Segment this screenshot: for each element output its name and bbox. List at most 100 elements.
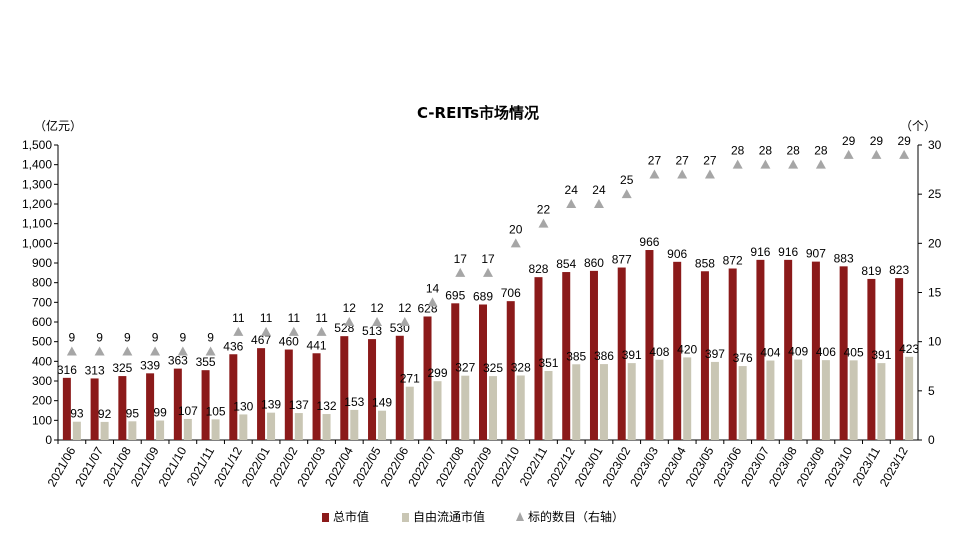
data-label-total: 441 [307, 338, 327, 352]
left-tick-label: 1,000 [22, 236, 52, 250]
right-tick-label: 20 [928, 236, 942, 250]
data-label-total: 436 [223, 339, 243, 353]
left-tick-label: 900 [32, 256, 52, 270]
bar-free-float [794, 359, 803, 440]
right-tick-label: 0 [928, 433, 935, 447]
data-label-count: 12 [343, 301, 357, 315]
count-marker [510, 238, 521, 248]
data-label-free-float: 391 [871, 348, 891, 362]
data-label-total: 828 [528, 262, 548, 276]
right-axis-unit: （个） [900, 119, 936, 133]
bar-free-float [710, 361, 719, 440]
left-tick-label: 1,200 [22, 197, 52, 211]
bar-total [839, 266, 848, 440]
right-tick-label: 30 [928, 138, 942, 152]
bar-total [229, 354, 238, 440]
bar-total [368, 339, 377, 440]
data-label-count: 29 [870, 134, 884, 148]
count-marker [649, 169, 660, 179]
data-label-total: 916 [750, 245, 770, 259]
data-label-total: 706 [501, 286, 521, 300]
bar-free-float [322, 414, 331, 440]
bar-total [534, 277, 543, 440]
count-marker [704, 169, 715, 179]
bar-total [62, 377, 71, 440]
data-label-free-float: 105 [206, 404, 226, 418]
count-marker [621, 189, 632, 199]
data-label-total: 907 [806, 247, 826, 261]
data-label-total: 916 [778, 245, 798, 259]
bar-free-float [267, 412, 276, 440]
bar-free-float [156, 420, 165, 440]
bar-total [811, 261, 820, 440]
count-marker [483, 267, 493, 277]
data-label-total: 858 [695, 256, 715, 270]
bar-free-float [461, 375, 470, 440]
bar-free-float [183, 418, 192, 440]
count-marker [593, 199, 604, 208]
bar-total [506, 301, 515, 440]
data-label-free-float: 130 [233, 399, 253, 413]
data-label-free-float: 149 [372, 396, 392, 410]
data-label-total: 316 [57, 363, 77, 377]
data-label-free-float: 391 [622, 348, 642, 362]
bar-free-float [544, 370, 553, 440]
data-label-total: 819 [861, 264, 881, 278]
left-tick-label: 1,400 [22, 158, 52, 172]
data-label-count: 28 [786, 144, 800, 158]
count-marker [427, 297, 438, 307]
data-label-free-float: 404 [760, 346, 780, 360]
data-label-free-float: 271 [400, 372, 420, 386]
data-label-total: 860 [584, 256, 604, 270]
bar-total [867, 278, 876, 440]
data-label-total: 513 [362, 324, 382, 338]
data-label-free-float: 132 [317, 399, 337, 413]
legend-swatch-count [516, 512, 524, 521]
bar-total [395, 335, 404, 440]
left-tick-label: 500 [32, 335, 52, 349]
count-marker [788, 159, 799, 169]
data-label-total: 966 [639, 235, 659, 249]
data-label-count: 9 [207, 331, 214, 345]
bar-total [756, 259, 765, 440]
left-tick-label: 700 [32, 295, 52, 309]
data-label-free-float: 139 [261, 398, 281, 412]
count-marker [233, 326, 244, 336]
data-label-count: 29 [842, 134, 856, 148]
bar-free-float [655, 359, 664, 440]
data-label-total: 363 [168, 354, 188, 368]
bar-total [284, 349, 293, 440]
left-axis-unit: （亿元） [34, 118, 82, 133]
data-label-total: 872 [723, 254, 743, 268]
legend-label-total: 总市值 [333, 509, 369, 524]
data-label-count: 27 [648, 154, 662, 168]
right-tick-label: 25 [928, 187, 942, 201]
bar-total [479, 304, 487, 440]
left-tick-label: 1,300 [22, 177, 52, 191]
left-tick-label: 1,500 [22, 138, 52, 152]
left-tick-label: 600 [32, 315, 52, 329]
data-label-free-float: 92 [98, 407, 112, 421]
right-tick-label: 10 [928, 335, 942, 349]
data-label-free-float: 408 [649, 345, 669, 359]
bar-free-float [405, 386, 414, 440]
bar-free-float [72, 421, 81, 440]
data-label-free-float: 385 [566, 349, 586, 363]
bar-total [90, 378, 99, 440]
data-label-count: 28 [814, 144, 828, 158]
bar-free-float [516, 375, 525, 440]
bar-free-float [877, 363, 886, 440]
count-marker [372, 317, 383, 326]
data-label-free-float: 386 [594, 349, 614, 363]
bar-total [173, 368, 182, 440]
data-label-total: 877 [612, 253, 632, 267]
data-label-count: 11 [288, 311, 301, 325]
left-tick-label: 300 [32, 374, 52, 388]
data-label-count: 9 [96, 331, 103, 345]
legend: 总市值 自由流通市值 标的数目（右轴） [322, 509, 624, 524]
bar-free-float [599, 364, 608, 440]
data-label-count: 9 [179, 331, 186, 345]
data-label-free-float: 376 [733, 351, 753, 365]
data-label-total: 854 [556, 257, 576, 271]
legend-swatch-total [322, 513, 329, 522]
